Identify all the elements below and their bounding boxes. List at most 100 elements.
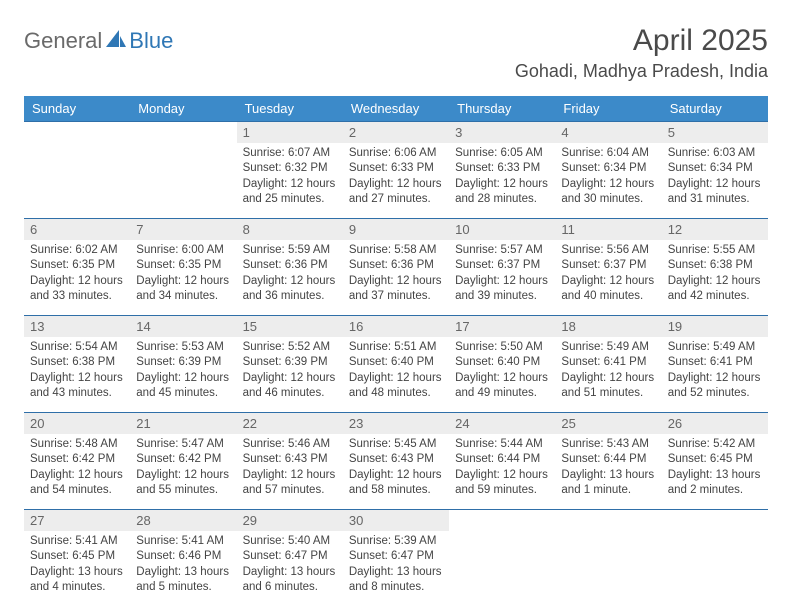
day-details-cell: Sunrise: 6:06 AMSunset: 6:33 PMDaylight:… <box>343 143 449 219</box>
week-number-row: 6789101112 <box>24 218 768 240</box>
daylight-text: Daylight: 12 hours and 46 minutes. <box>243 371 337 402</box>
daylight-text: Daylight: 12 hours and 51 minutes. <box>561 371 655 402</box>
day-details-cell: Sunrise: 5:51 AMSunset: 6:40 PMDaylight:… <box>343 337 449 413</box>
day-number-cell: 20 <box>24 412 130 434</box>
day-details-cell <box>130 143 236 219</box>
day-details-cell: Sunrise: 5:49 AMSunset: 6:41 PMDaylight:… <box>555 337 661 413</box>
day-number-cell: 7 <box>130 218 236 240</box>
day-details-cell: Sunrise: 5:56 AMSunset: 6:37 PMDaylight:… <box>555 240 661 316</box>
day-details-cell: Sunrise: 5:39 AMSunset: 6:47 PMDaylight:… <box>343 531 449 606</box>
logo-text-blue: Blue <box>129 28 173 54</box>
daylight-text: Daylight: 13 hours and 1 minute. <box>561 468 655 499</box>
day-number-cell: 3 <box>449 121 555 143</box>
daylight-text: Daylight: 13 hours and 4 minutes. <box>30 565 124 596</box>
title-block: April 2025 Gohadi, Madhya Pradesh, India <box>515 24 768 82</box>
header: General Blue April 2025 Gohadi, Madhya P… <box>24 24 768 82</box>
sunrise-text: Sunrise: 6:06 AM <box>349 146 443 162</box>
daylight-text: Daylight: 12 hours and 59 minutes. <box>455 468 549 499</box>
daylight-text: Daylight: 12 hours and 31 minutes. <box>668 177 762 208</box>
sunrise-text: Sunrise: 5:43 AM <box>561 437 655 453</box>
daylight-text: Daylight: 12 hours and 55 minutes. <box>136 468 230 499</box>
day-details-cell: Sunrise: 5:42 AMSunset: 6:45 PMDaylight:… <box>662 434 768 510</box>
week-number-row: 27282930 <box>24 509 768 531</box>
week-details-row: Sunrise: 5:41 AMSunset: 6:45 PMDaylight:… <box>24 531 768 606</box>
day-details-cell: Sunrise: 5:55 AMSunset: 6:38 PMDaylight:… <box>662 240 768 316</box>
sunrise-text: Sunrise: 5:47 AM <box>136 437 230 453</box>
sunrise-text: Sunrise: 5:54 AM <box>30 340 124 356</box>
day-number-cell: 13 <box>24 315 130 337</box>
day-details-cell: Sunrise: 5:50 AMSunset: 6:40 PMDaylight:… <box>449 337 555 413</box>
sunrise-text: Sunrise: 5:51 AM <box>349 340 443 356</box>
week-details-row: Sunrise: 5:48 AMSunset: 6:42 PMDaylight:… <box>24 434 768 510</box>
calendar-table: Sunday Monday Tuesday Wednesday Thursday… <box>24 96 768 606</box>
day-number-cell: 26 <box>662 412 768 434</box>
week-details-row: Sunrise: 6:07 AMSunset: 6:32 PMDaylight:… <box>24 143 768 219</box>
day-details-cell <box>24 143 130 219</box>
day-details-cell: Sunrise: 5:57 AMSunset: 6:37 PMDaylight:… <box>449 240 555 316</box>
daylight-text: Daylight: 13 hours and 2 minutes. <box>668 468 762 499</box>
sunrise-text: Sunrise: 5:41 AM <box>30 534 124 550</box>
daylight-text: Daylight: 12 hours and 30 minutes. <box>561 177 655 208</box>
day-number-cell: 8 <box>237 218 343 240</box>
sunset-text: Sunset: 6:36 PM <box>243 258 337 274</box>
day-number-cell <box>662 509 768 531</box>
sunrise-text: Sunrise: 5:48 AM <box>30 437 124 453</box>
col-header: Thursday <box>449 96 555 122</box>
page-title: April 2025 <box>515 24 768 59</box>
day-number-cell: 16 <box>343 315 449 337</box>
day-number-cell: 1 <box>237 121 343 143</box>
daylight-text: Daylight: 12 hours and 27 minutes. <box>349 177 443 208</box>
sunset-text: Sunset: 6:47 PM <box>349 549 443 565</box>
logo-sail-icon <box>106 30 126 53</box>
sunset-text: Sunset: 6:33 PM <box>349 161 443 177</box>
day-details-cell: Sunrise: 5:41 AMSunset: 6:45 PMDaylight:… <box>24 531 130 606</box>
sunrise-text: Sunrise: 5:57 AM <box>455 243 549 259</box>
day-details-cell: Sunrise: 5:59 AMSunset: 6:36 PMDaylight:… <box>237 240 343 316</box>
logo: General Blue <box>24 24 173 54</box>
daylight-text: Daylight: 12 hours and 39 minutes. <box>455 274 549 305</box>
sunrise-text: Sunrise: 5:44 AM <box>455 437 549 453</box>
sunrise-text: Sunrise: 5:50 AM <box>455 340 549 356</box>
daylight-text: Daylight: 12 hours and 36 minutes. <box>243 274 337 305</box>
day-number-cell: 27 <box>24 509 130 531</box>
day-number-cell: 18 <box>555 315 661 337</box>
col-header: Tuesday <box>237 96 343 122</box>
daylight-text: Daylight: 12 hours and 54 minutes. <box>30 468 124 499</box>
day-details-cell: Sunrise: 5:44 AMSunset: 6:44 PMDaylight:… <box>449 434 555 510</box>
day-details-cell: Sunrise: 5:49 AMSunset: 6:41 PMDaylight:… <box>662 337 768 413</box>
day-number-cell: 30 <box>343 509 449 531</box>
sunset-text: Sunset: 6:46 PM <box>136 549 230 565</box>
day-number-cell: 10 <box>449 218 555 240</box>
sunset-text: Sunset: 6:42 PM <box>30 452 124 468</box>
day-number-cell: 14 <box>130 315 236 337</box>
daylight-text: Daylight: 12 hours and 45 minutes. <box>136 371 230 402</box>
sunrise-text: Sunrise: 6:03 AM <box>668 146 762 162</box>
week-number-row: 12345 <box>24 121 768 143</box>
sunset-text: Sunset: 6:43 PM <box>243 452 337 468</box>
sunset-text: Sunset: 6:42 PM <box>136 452 230 468</box>
day-number-cell <box>555 509 661 531</box>
day-number-cell: 23 <box>343 412 449 434</box>
sunset-text: Sunset: 6:47 PM <box>243 549 337 565</box>
sunset-text: Sunset: 6:38 PM <box>668 258 762 274</box>
sunset-text: Sunset: 6:39 PM <box>136 355 230 371</box>
daylight-text: Daylight: 13 hours and 6 minutes. <box>243 565 337 596</box>
day-details-cell: Sunrise: 5:40 AMSunset: 6:47 PMDaylight:… <box>237 531 343 606</box>
day-details-cell: Sunrise: 5:53 AMSunset: 6:39 PMDaylight:… <box>130 337 236 413</box>
daylight-text: Daylight: 12 hours and 52 minutes. <box>668 371 762 402</box>
daylight-text: Daylight: 12 hours and 48 minutes. <box>349 371 443 402</box>
day-number-cell: 21 <box>130 412 236 434</box>
daylight-text: Daylight: 12 hours and 33 minutes. <box>30 274 124 305</box>
day-details-cell: Sunrise: 5:54 AMSunset: 6:38 PMDaylight:… <box>24 337 130 413</box>
calendar-page: General Blue April 2025 Gohadi, Madhya P… <box>0 0 792 606</box>
sunset-text: Sunset: 6:33 PM <box>455 161 549 177</box>
sunset-text: Sunset: 6:41 PM <box>561 355 655 371</box>
week-number-row: 13141516171819 <box>24 315 768 337</box>
week-number-row: 20212223242526 <box>24 412 768 434</box>
location-subtitle: Gohadi, Madhya Pradesh, India <box>515 61 768 82</box>
day-details-cell <box>449 531 555 606</box>
day-details-cell: Sunrise: 5:47 AMSunset: 6:42 PMDaylight:… <box>130 434 236 510</box>
day-number-cell: 25 <box>555 412 661 434</box>
day-details-cell: Sunrise: 6:04 AMSunset: 6:34 PMDaylight:… <box>555 143 661 219</box>
daylight-text: Daylight: 12 hours and 40 minutes. <box>561 274 655 305</box>
